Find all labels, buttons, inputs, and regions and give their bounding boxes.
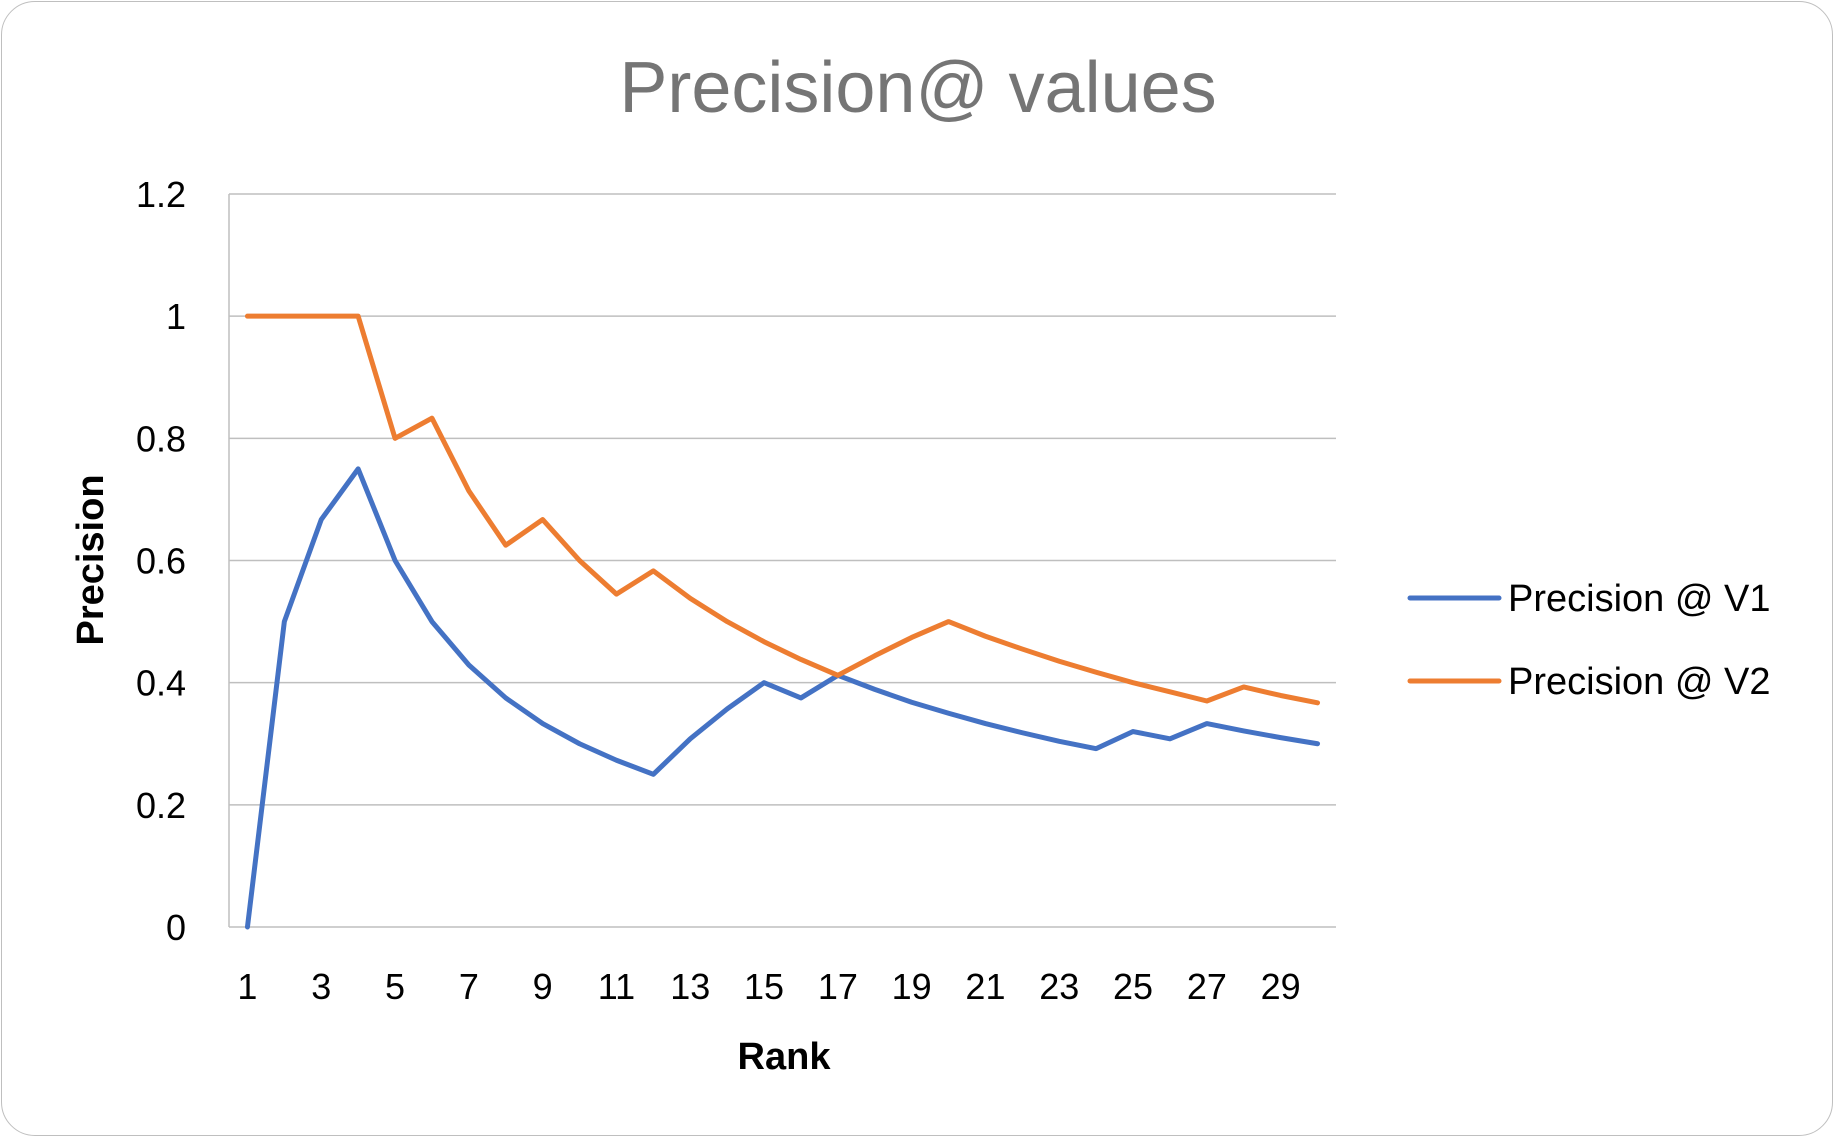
y-axis-tick-labels: 0 0.2 0.4 0.6 0.8 1 1.2 [136, 174, 186, 948]
x-axis-tick-labels: 1 3 5 7 9 11 13 15 17 19 21 23 25 27 29 [237, 966, 1300, 1007]
y-tick-label: 0.6 [136, 541, 186, 582]
axes [228, 194, 1336, 928]
x-tick-label: 13 [670, 966, 710, 1007]
x-tick-label: 21 [965, 966, 1005, 1007]
x-tick-label: 17 [818, 966, 858, 1007]
y-axis-title: Precision [70, 474, 112, 645]
x-tick-label: 7 [459, 966, 479, 1007]
y-tick-label: 0.2 [136, 785, 186, 826]
legend-label-1: Precision @ V1 [1508, 578, 1770, 620]
series-lines [244, 313, 1321, 930]
gridlines [229, 193, 1336, 806]
x-axis-title: Rank [738, 1036, 832, 1078]
x-tick-label: 1 [237, 966, 257, 1007]
legend: Precision @ V1 Precision @ V2 [1407, 578, 1770, 703]
x-tick-label: 9 [533, 966, 553, 1007]
x-tick-label: 29 [1261, 966, 1301, 1007]
x-tick-label: 19 [892, 966, 932, 1007]
y-tick-label: 0 [166, 907, 186, 948]
x-tick-label: 3 [311, 966, 331, 1007]
x-tick-label: 27 [1187, 966, 1227, 1007]
x-tick-label: 5 [385, 966, 405, 1007]
legend-label-2: Precision @ V2 [1508, 661, 1770, 703]
y-tick-label: 0.8 [136, 418, 186, 459]
series-line-1 [244, 466, 1321, 930]
x-tick-label: 23 [1039, 966, 1079, 1007]
chart-title: Precision@ values [619, 48, 1216, 128]
series-line-2 [244, 313, 1321, 706]
x-tick-label: 25 [1113, 966, 1153, 1007]
y-tick-label: 1 [166, 296, 186, 337]
y-tick-label: 0.4 [136, 663, 186, 704]
y-tick-label: 1.2 [136, 174, 186, 215]
x-tick-label: 11 [598, 966, 635, 1007]
x-tick-label: 15 [744, 966, 784, 1007]
